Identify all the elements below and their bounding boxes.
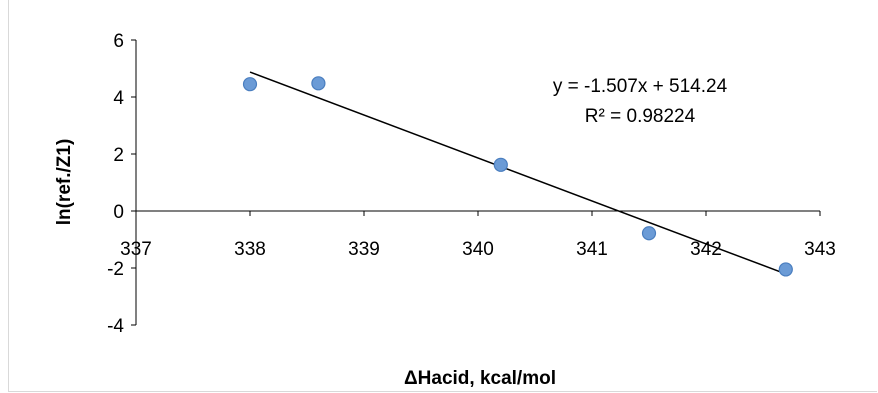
x-tick-label: 339 xyxy=(348,239,380,260)
data-point xyxy=(778,262,793,277)
data-point xyxy=(493,157,508,172)
data-points xyxy=(242,76,793,277)
trendline-equation: y = -1.507x + 514.24 xyxy=(553,76,728,97)
y-tick-label: -4 xyxy=(107,316,124,337)
data-point xyxy=(242,77,258,92)
x-axis-title: ΔHacid, kcal/mol xyxy=(404,368,556,389)
y-tick-label: 4 xyxy=(113,88,124,109)
x-tick-label: 337 xyxy=(120,239,152,260)
y-tick-label: 6 xyxy=(113,31,124,52)
y-axis-title: ln(ref./Z1) xyxy=(54,139,75,226)
x-tick-label: 343 xyxy=(804,239,836,260)
y-tick-label: 2 xyxy=(113,145,124,166)
x-tick-label: 338 xyxy=(234,239,266,260)
y-tick-label: 0 xyxy=(113,202,124,223)
data-point xyxy=(311,76,326,91)
axes xyxy=(131,39,821,326)
x-tick-label: 342 xyxy=(690,239,722,260)
trendline xyxy=(249,71,787,275)
data-point xyxy=(641,226,657,241)
r-squared-label: R² = 0.98224 xyxy=(585,106,696,127)
x-tick-label: 340 xyxy=(462,239,494,260)
trendline-layer xyxy=(249,71,787,275)
x-tick-label: 341 xyxy=(576,239,608,260)
tick-labels: 6 4 2 0 -2 -4 337 338 339 340 341 342 343 xyxy=(107,31,836,337)
chart-frame xyxy=(8,0,877,392)
y-tick-label: -2 xyxy=(107,259,124,280)
